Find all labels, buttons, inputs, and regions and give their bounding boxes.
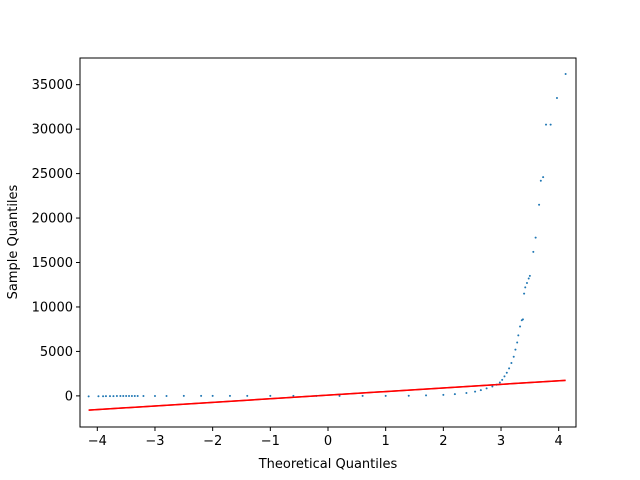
y-axis-ticks: 0 5000 10000 15000 20000 25000 30000 35000	[32, 78, 80, 404]
data-point	[524, 286, 527, 289]
data-point	[549, 123, 552, 126]
data-point	[112, 395, 115, 398]
data-point	[104, 395, 107, 398]
data-point	[425, 394, 428, 397]
data-point	[564, 73, 567, 76]
x-tick-label: 1	[382, 434, 390, 449]
x-tick-label: −4	[88, 434, 107, 449]
data-point	[453, 393, 456, 396]
data-point	[525, 281, 528, 284]
y-tick-label: 20000	[32, 212, 73, 227]
x-tick-label: 2	[439, 434, 447, 449]
data-point	[465, 392, 468, 395]
data-point	[532, 250, 535, 253]
x-tick-label: 4	[555, 434, 563, 449]
data-point	[165, 394, 168, 397]
x-tick-label: −3	[145, 434, 164, 449]
data-point	[130, 394, 133, 397]
data-point	[153, 394, 156, 397]
data-point	[122, 395, 125, 398]
data-point	[407, 394, 410, 397]
data-point	[97, 395, 100, 398]
data-point	[119, 395, 122, 398]
data-point	[133, 394, 136, 397]
data-point	[519, 325, 522, 328]
data-point	[505, 371, 508, 374]
data-point	[292, 394, 295, 397]
data-point	[361, 394, 364, 397]
data-point	[491, 385, 494, 388]
x-axis-label: Theoretical Quantiles	[258, 457, 398, 472]
data-point	[523, 292, 526, 295]
data-point	[542, 176, 545, 179]
data-point	[501, 378, 504, 381]
data-layer	[87, 73, 567, 411]
data-point	[555, 97, 558, 100]
data-point	[142, 394, 145, 397]
data-point	[211, 394, 214, 397]
data-point	[474, 390, 477, 393]
data-point	[338, 394, 341, 397]
data-point	[102, 395, 105, 398]
x-tick-label: 3	[497, 434, 505, 449]
data-point	[510, 361, 513, 364]
y-tick-label: 0	[65, 389, 73, 404]
data-point	[384, 394, 387, 397]
data-point	[512, 355, 515, 358]
data-point	[516, 341, 519, 344]
data-point	[517, 334, 520, 337]
data-point	[479, 389, 482, 392]
data-point	[200, 394, 203, 397]
data-point	[108, 395, 111, 398]
data-point	[228, 394, 231, 397]
data-point	[514, 348, 517, 351]
x-tick-label: 0	[324, 434, 332, 449]
y-tick-label: 30000	[32, 123, 73, 138]
data-point	[125, 395, 128, 398]
data-point	[528, 274, 531, 277]
data-point	[128, 395, 131, 398]
data-point	[538, 203, 541, 206]
data-point	[182, 394, 185, 397]
y-tick-label: 35000	[32, 78, 73, 93]
y-axis-label: Sample Quantiles	[6, 184, 21, 299]
x-tick-label: −1	[261, 434, 280, 449]
data-point	[508, 367, 511, 370]
y-tick-label: 5000	[40, 345, 73, 360]
data-point	[521, 318, 524, 321]
data-point	[545, 123, 548, 126]
data-point	[136, 394, 139, 397]
data-point	[87, 395, 90, 398]
data-point	[442, 393, 445, 396]
y-tick-label: 25000	[32, 167, 73, 182]
data-point	[498, 381, 501, 384]
y-tick-label: 10000	[32, 300, 73, 315]
data-point	[539, 179, 542, 182]
data-point	[269, 394, 272, 397]
data-point	[503, 375, 506, 378]
reference-line-overlay	[88, 379, 566, 411]
data-point	[115, 395, 118, 398]
data-point	[534, 236, 537, 239]
x-tick-label: −2	[203, 434, 222, 449]
data-point	[246, 394, 249, 397]
data-point	[527, 277, 530, 280]
x-axis-ticks: −4 −3 −2 −1 0 1 2 3 4	[88, 427, 563, 449]
y-tick-label: 15000	[32, 256, 73, 271]
data-point	[485, 387, 488, 390]
